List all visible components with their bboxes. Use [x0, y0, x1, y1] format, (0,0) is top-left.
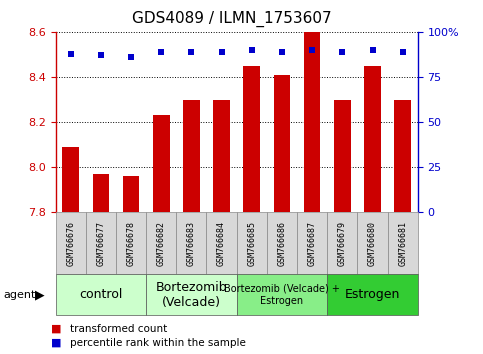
Text: GSM766676: GSM766676 — [66, 221, 75, 266]
Bar — [364, 66, 381, 212]
Bar — [395, 99, 411, 212]
Bar — [93, 174, 109, 212]
Text: GSM766685: GSM766685 — [247, 221, 256, 266]
Point — [399, 49, 407, 55]
Text: GSM766683: GSM766683 — [187, 221, 196, 266]
Bar — [123, 176, 139, 212]
Bar — [243, 66, 260, 212]
Text: GSM766680: GSM766680 — [368, 221, 377, 266]
Text: GSM766681: GSM766681 — [398, 221, 407, 266]
Text: transformed count: transformed count — [70, 324, 167, 334]
Text: ▶: ▶ — [35, 288, 44, 301]
Text: agent: agent — [4, 290, 36, 300]
Bar — [304, 32, 320, 212]
Text: Bortezomib (Velcade) +
Estrogen: Bortezomib (Velcade) + Estrogen — [224, 284, 340, 306]
Point — [248, 47, 256, 53]
Point — [127, 54, 135, 60]
Text: GSM766684: GSM766684 — [217, 221, 226, 266]
Text: control: control — [79, 288, 123, 301]
Point — [157, 49, 165, 55]
Text: Bortezomib
(Velcade): Bortezomib (Velcade) — [156, 281, 227, 309]
Text: GSM766678: GSM766678 — [127, 221, 136, 266]
Point — [187, 49, 195, 55]
Bar — [62, 147, 79, 212]
Text: GDS4089 / ILMN_1753607: GDS4089 / ILMN_1753607 — [132, 11, 332, 27]
Text: GSM766682: GSM766682 — [156, 221, 166, 266]
Bar — [334, 99, 351, 212]
Text: GSM766687: GSM766687 — [308, 221, 317, 266]
Text: ■: ■ — [51, 338, 61, 348]
Bar — [213, 99, 230, 212]
Point — [308, 47, 316, 53]
Text: GSM766677: GSM766677 — [96, 221, 105, 266]
Text: GSM766679: GSM766679 — [338, 221, 347, 266]
Point — [218, 49, 226, 55]
Text: Estrogen: Estrogen — [345, 288, 400, 301]
Point — [278, 49, 286, 55]
Text: ■: ■ — [51, 324, 61, 334]
Text: percentile rank within the sample: percentile rank within the sample — [70, 338, 246, 348]
Point — [67, 51, 74, 56]
Point — [97, 52, 105, 58]
Point — [339, 49, 346, 55]
Bar — [153, 115, 170, 212]
Point — [369, 47, 376, 53]
Bar — [183, 99, 199, 212]
Text: GSM766686: GSM766686 — [277, 221, 286, 266]
Bar — [274, 75, 290, 212]
